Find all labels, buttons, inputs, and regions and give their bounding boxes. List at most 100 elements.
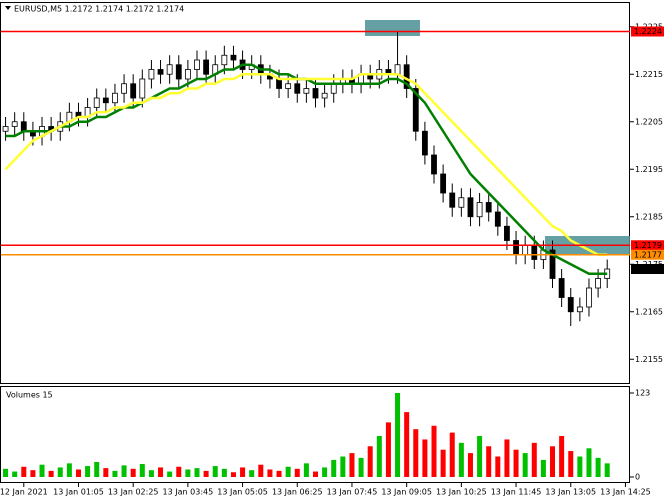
- volume-bar: [422, 439, 428, 477]
- volume-tick-label: 123: [635, 389, 650, 398]
- x-tick-label: 13 Jan 07:45: [327, 488, 378, 497]
- zone-box: [365, 20, 420, 36]
- volume-bar: [39, 464, 45, 477]
- candle-body: [130, 83, 137, 99]
- candle-body: [276, 78, 282, 89]
- volume-bar: [458, 442, 464, 477]
- candle-body: [11, 121, 18, 127]
- volume-bar: [385, 422, 391, 477]
- y-tick-label: 1.2215: [635, 70, 663, 79]
- volume-bar: [559, 436, 565, 477]
- candle-body: [449, 192, 456, 208]
- candle-body: [285, 83, 292, 89]
- volume-bar: [413, 429, 419, 477]
- candle-body: [194, 59, 200, 70]
- candle-body: [458, 197, 465, 208]
- volume-bar: [358, 457, 364, 477]
- x-tick-label: 13 Jan 10:25: [436, 488, 487, 497]
- volume-bar: [495, 456, 501, 477]
- volume-bar: [121, 465, 127, 477]
- volume-bar: [604, 463, 610, 477]
- candle-body: [531, 244, 538, 260]
- price-label: 1.2224: [634, 27, 662, 36]
- volume-bar: [112, 470, 118, 477]
- candle-body: [412, 88, 419, 132]
- volume-bar: [203, 470, 209, 477]
- moving-average: [4, 73, 608, 256]
- x-tick-label: 13 Jan 14:25: [600, 488, 651, 497]
- x-tick-label: 13 Jan 13:05: [545, 488, 596, 497]
- candle-body: [2, 126, 9, 132]
- volume-bar: [167, 471, 173, 477]
- candle-body: [440, 173, 447, 194]
- volume-bar: [504, 439, 510, 477]
- y-tick-label: 1.2155: [635, 355, 663, 364]
- volume-bar: [294, 468, 300, 477]
- volume-bar: [48, 470, 54, 477]
- volume-bar: [130, 468, 136, 477]
- volume-bar: [221, 468, 227, 477]
- indicator-arrow: [5, 6, 11, 10]
- volume-bar: [395, 393, 401, 477]
- candle-body: [175, 64, 182, 80]
- candle-body: [485, 202, 492, 213]
- candle-body: [20, 121, 27, 132]
- price-label-box: [631, 264, 664, 274]
- candle-body: [394, 64, 401, 75]
- x-tick-label: 13 Jan 05:05: [217, 488, 268, 497]
- volume-bar: [240, 467, 246, 477]
- candle-body: [184, 69, 191, 80]
- price-label: 1.2177: [634, 250, 662, 259]
- volume-bar: [139, 464, 145, 477]
- candle-body: [586, 287, 592, 308]
- candle-body: [221, 54, 228, 66]
- candle-body: [157, 69, 164, 75]
- volume-bar: [449, 432, 455, 477]
- volume-bar: [322, 467, 328, 477]
- volume-bar: [331, 459, 337, 477]
- volume-bar: [340, 456, 346, 477]
- candle-body: [93, 97, 100, 108]
- x-tick-label: 13 Jan 09:05: [381, 488, 432, 497]
- candle-body: [303, 88, 310, 94]
- volume-bar: [94, 461, 100, 477]
- candle-body: [166, 64, 173, 75]
- x-tick-label: 13 Jan 06:25: [272, 488, 323, 497]
- volume-bar: [513, 449, 519, 477]
- candle-body: [549, 249, 556, 279]
- volume-bar: [85, 466, 91, 477]
- candle-body: [595, 278, 602, 289]
- candle-body: [467, 197, 474, 218]
- volume-bar: [158, 467, 164, 477]
- volume-bar: [103, 468, 109, 477]
- volume-bar: [249, 470, 255, 477]
- candle-body: [476, 202, 483, 218]
- volume-bar: [230, 472, 236, 477]
- candle-body: [321, 92, 328, 99]
- y-tick-label: 1.2205: [635, 117, 663, 126]
- volume-bar: [3, 468, 9, 477]
- price-label: 1.2179: [634, 241, 662, 250]
- price-label-box: [631, 240, 664, 251]
- volume-bar: [540, 459, 546, 477]
- candle-body: [494, 211, 501, 227]
- volume-bar: [531, 442, 537, 477]
- volume-bar: [376, 436, 382, 477]
- y-tick-label: 1.2195: [635, 165, 663, 174]
- y-tick-label: 1.2165: [635, 307, 663, 316]
- volume-bar: [176, 466, 182, 477]
- x-tick-label: 13 Jan 02:25: [108, 488, 159, 497]
- x-tick-label: 12 Jan 2021: [0, 488, 48, 497]
- volume-bar: [21, 466, 27, 477]
- volume-bar: [568, 451, 574, 477]
- volume-bar: [586, 448, 592, 477]
- candle-body: [294, 83, 301, 94]
- volume-bar: [486, 446, 492, 477]
- volume-bar: [431, 425, 437, 477]
- volume-panel: [0, 386, 630, 483]
- x-tick-label: 13 Jan 01:05: [53, 488, 104, 497]
- volume-bar: [312, 471, 319, 477]
- volume-tick-label: 0: [635, 473, 640, 482]
- volume-bar: [212, 466, 218, 477]
